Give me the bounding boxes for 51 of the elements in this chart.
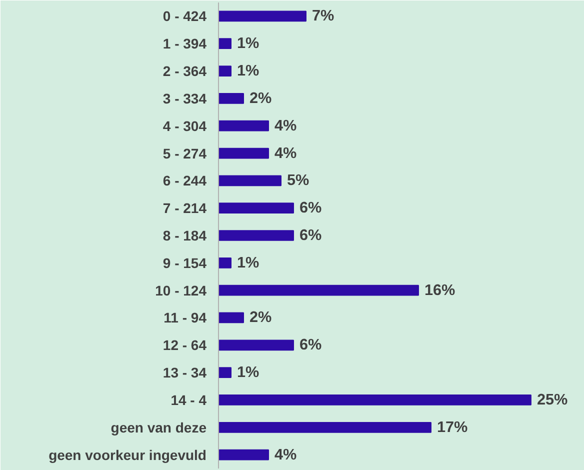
bar <box>218 230 294 241</box>
bar <box>218 257 232 268</box>
y-tick-label: 1 - 394 <box>162 36 207 52</box>
bar <box>218 66 232 76</box>
y-tick-label: 14 - 4 <box>170 392 207 408</box>
bar <box>218 148 269 159</box>
bar <box>218 367 232 378</box>
y-tick-label: 11 - 94 <box>164 310 207 326</box>
data-label: 4% <box>274 446 298 464</box>
bar <box>218 422 432 433</box>
bar <box>218 93 244 104</box>
y-tick-label: 6 - 244 <box>162 172 207 189</box>
data-label: 25% <box>536 391 568 408</box>
data-label: 6% <box>299 200 322 217</box>
y-tick-label: 12 - 64 <box>162 337 207 354</box>
data-label: 7% <box>312 8 335 25</box>
data-label: 5% <box>286 172 310 190</box>
y-tick-label: geen voorkeur ingevuld <box>48 446 207 463</box>
bar <box>218 449 269 460</box>
data-label: 6% <box>299 227 322 244</box>
y-tick-label: geen van deze <box>110 419 207 436</box>
y-tick-label: 13 - 34 <box>162 364 207 381</box>
data-label: 16% <box>424 282 456 299</box>
bar <box>218 284 419 296</box>
data-label: 17% <box>436 418 468 436</box>
bar <box>218 38 232 50</box>
bar <box>218 202 294 214</box>
y-tick-label: 0 - 424 <box>162 8 207 24</box>
y-tick-label: 10 - 124 <box>155 282 207 298</box>
data-label: 1% <box>237 62 260 80</box>
y-tick-label: 8 - 184 <box>162 228 207 244</box>
bar <box>218 340 294 351</box>
y-tick-label: 2 - 364 <box>162 63 207 80</box>
data-label: 1% <box>237 254 260 272</box>
data-label: 6% <box>299 336 322 354</box>
data-label: 4% <box>274 117 298 134</box>
data-label: 2% <box>249 90 272 107</box>
bar <box>218 10 306 22</box>
bar <box>218 120 269 132</box>
y-tick-label: 4 - 304 <box>162 118 207 134</box>
bar <box>218 394 532 406</box>
bar <box>218 175 282 186</box>
data-label: 1% <box>237 364 260 382</box>
data-label: 1% <box>237 35 260 52</box>
data-label: 4% <box>274 144 298 162</box>
bar <box>218 312 244 324</box>
y-tick-label: 9 - 154 <box>162 254 207 271</box>
y-tick-label: 7 - 214 <box>162 200 207 216</box>
y-tick-label: 3 - 334 <box>162 90 207 106</box>
y-tick-label: 5 - 274 <box>162 145 207 162</box>
data-label: 2% <box>249 309 272 326</box>
